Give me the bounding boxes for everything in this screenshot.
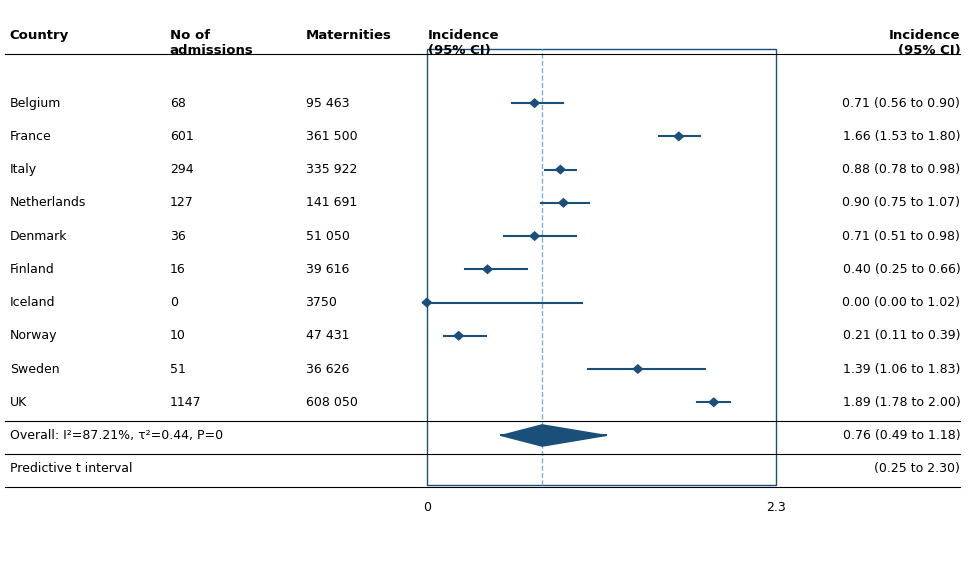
Text: 51: 51 [170, 363, 185, 375]
Text: Maternities: Maternities [305, 29, 391, 42]
Text: Incidence
(95% CI): Incidence (95% CI) [888, 29, 959, 57]
Text: 0: 0 [170, 296, 177, 309]
Text: UK: UK [10, 396, 27, 409]
Text: Finland: Finland [10, 263, 54, 276]
Text: 0.90 (0.75 to 1.07): 0.90 (0.75 to 1.07) [841, 197, 959, 209]
Text: 47 431: 47 431 [305, 329, 349, 342]
Text: 601: 601 [170, 130, 193, 143]
Text: 36: 36 [170, 230, 185, 242]
Text: 16: 16 [170, 263, 185, 276]
Text: 39 616: 39 616 [305, 263, 349, 276]
Text: 0.71 (0.56 to 0.90): 0.71 (0.56 to 0.90) [841, 97, 959, 109]
Text: 0.21 (0.11 to 0.39): 0.21 (0.11 to 0.39) [842, 329, 959, 342]
Text: Netherlands: Netherlands [10, 197, 86, 209]
Text: Belgium: Belgium [10, 97, 61, 109]
Text: 127: 127 [170, 197, 193, 209]
Text: 68: 68 [170, 97, 185, 109]
Text: (0.25 to 2.30): (0.25 to 2.30) [873, 462, 959, 475]
Text: 361 500: 361 500 [305, 130, 357, 143]
Text: Incidence
(95% CI): Incidence (95% CI) [427, 29, 499, 57]
Text: 1.39 (1.06 to 1.83): 1.39 (1.06 to 1.83) [842, 363, 959, 375]
Polygon shape [555, 166, 565, 174]
Text: 3750: 3750 [305, 296, 337, 309]
Text: 0: 0 [422, 501, 430, 515]
Polygon shape [673, 132, 683, 140]
Text: 10: 10 [170, 329, 185, 342]
Polygon shape [633, 365, 641, 373]
Text: Overall: I²=87.21%, τ²=0.44, P=0: Overall: I²=87.21%, τ²=0.44, P=0 [10, 429, 223, 442]
Text: 608 050: 608 050 [305, 396, 357, 409]
Polygon shape [453, 332, 463, 340]
Text: Iceland: Iceland [10, 296, 55, 309]
Text: 0.71 (0.51 to 0.98): 0.71 (0.51 to 0.98) [841, 230, 959, 242]
Text: 2.3: 2.3 [766, 501, 785, 515]
Text: 0.88 (0.78 to 0.98): 0.88 (0.78 to 0.98) [841, 163, 959, 176]
Text: 1.66 (1.53 to 1.80): 1.66 (1.53 to 1.80) [842, 130, 959, 143]
Text: 0.76 (0.49 to 1.18): 0.76 (0.49 to 1.18) [842, 429, 959, 442]
Polygon shape [529, 99, 539, 107]
Text: 335 922: 335 922 [305, 163, 357, 176]
Text: 1147: 1147 [170, 396, 202, 409]
Polygon shape [529, 232, 539, 240]
Text: Sweden: Sweden [10, 363, 59, 375]
Polygon shape [708, 398, 718, 406]
Text: 294: 294 [170, 163, 193, 176]
Polygon shape [501, 425, 606, 446]
Text: 1.89 (1.78 to 2.00): 1.89 (1.78 to 2.00) [842, 396, 959, 409]
Text: 0.00 (0.00 to 1.02): 0.00 (0.00 to 1.02) [841, 296, 959, 309]
Polygon shape [558, 199, 568, 207]
Text: France: France [10, 130, 51, 143]
Text: 0.40 (0.25 to 0.66): 0.40 (0.25 to 0.66) [842, 263, 959, 276]
Polygon shape [483, 265, 491, 273]
Text: 36 626: 36 626 [305, 363, 349, 375]
Text: 141 691: 141 691 [305, 197, 357, 209]
Text: Predictive t interval: Predictive t interval [10, 462, 132, 475]
Text: Norway: Norway [10, 329, 57, 342]
Polygon shape [422, 299, 431, 307]
Text: 51 050: 51 050 [305, 230, 349, 242]
Text: No of
admissions: No of admissions [170, 29, 253, 57]
Text: Country: Country [10, 29, 69, 42]
Text: Denmark: Denmark [10, 230, 67, 242]
Text: Italy: Italy [10, 163, 37, 176]
Text: 95 463: 95 463 [305, 97, 349, 109]
